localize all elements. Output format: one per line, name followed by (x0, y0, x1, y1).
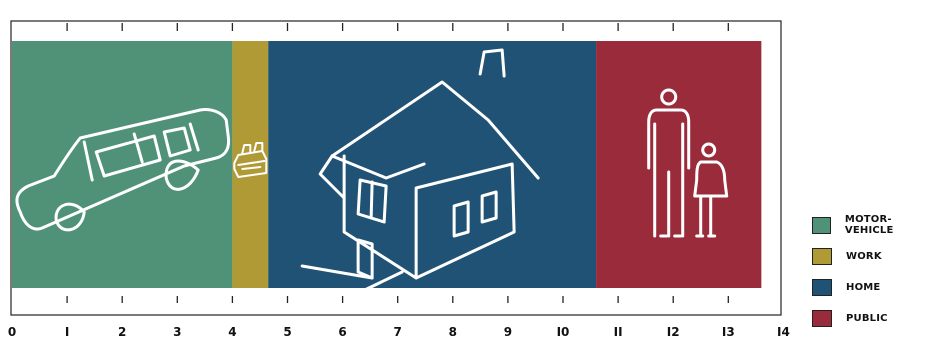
x-tick-label: I4 (777, 325, 790, 339)
legend-swatch-public (812, 309, 832, 327)
x-tick-label: 8 (449, 325, 457, 339)
legend-item-motor-vehicle: MOTOR-VEHICLE (812, 214, 934, 236)
x-tick-label: 0 (8, 325, 16, 339)
top-ticks (66, 23, 729, 31)
x-tick-label: 7 (394, 325, 402, 339)
legend-label-home: HOME (846, 281, 881, 293)
bar-segment-public (596, 41, 762, 288)
people-icon (647, 88, 729, 238)
x-tick-label: 3 (173, 325, 181, 339)
legend-item-work: WORK (812, 247, 934, 265)
bar-segments (12, 41, 762, 288)
house-icon (300, 48, 540, 298)
machine-icon (233, 142, 268, 178)
x-tick-label: 4 (228, 325, 236, 339)
legend-swatch-work (812, 247, 832, 265)
x-tick-label: II (614, 325, 623, 339)
x-tick-label: I3 (722, 325, 735, 339)
x-tick-label: I0 (557, 325, 570, 339)
bottom-ticks (66, 296, 729, 303)
car-icon (15, 108, 231, 232)
x-tick-label: I (65, 325, 69, 339)
x-tick-label: I2 (667, 325, 680, 339)
legend-label-motor-vehicle: MOTOR-VEHICLE (844, 214, 894, 236)
x-tick-label: 9 (504, 325, 512, 339)
x-tick-label: 5 (283, 325, 291, 339)
x-tick-label: 6 (338, 325, 346, 339)
legend-swatch-home (812, 278, 832, 296)
x-tick-label: 2 (118, 325, 126, 339)
legend-item-home: HOME (812, 278, 934, 296)
x-tick-labels: 0 I 2 3 4 5 6 7 8 9 I0 II I2 I3 I4 (8, 325, 790, 339)
plot-frame (10, 20, 782, 316)
legend: MOTOR-VEHICLE WORK HOME PUBLIC (812, 214, 934, 340)
legend-label-public: PUBLIC (846, 312, 888, 324)
bar-segment-home (268, 41, 597, 288)
segment-icons (15, 48, 729, 298)
legend-swatch-motor-vehicle (812, 216, 831, 234)
bar-segment-motor-vehicle (12, 41, 233, 288)
legend-item-public: PUBLIC (812, 309, 934, 327)
legend-label-work: WORK (846, 250, 882, 262)
